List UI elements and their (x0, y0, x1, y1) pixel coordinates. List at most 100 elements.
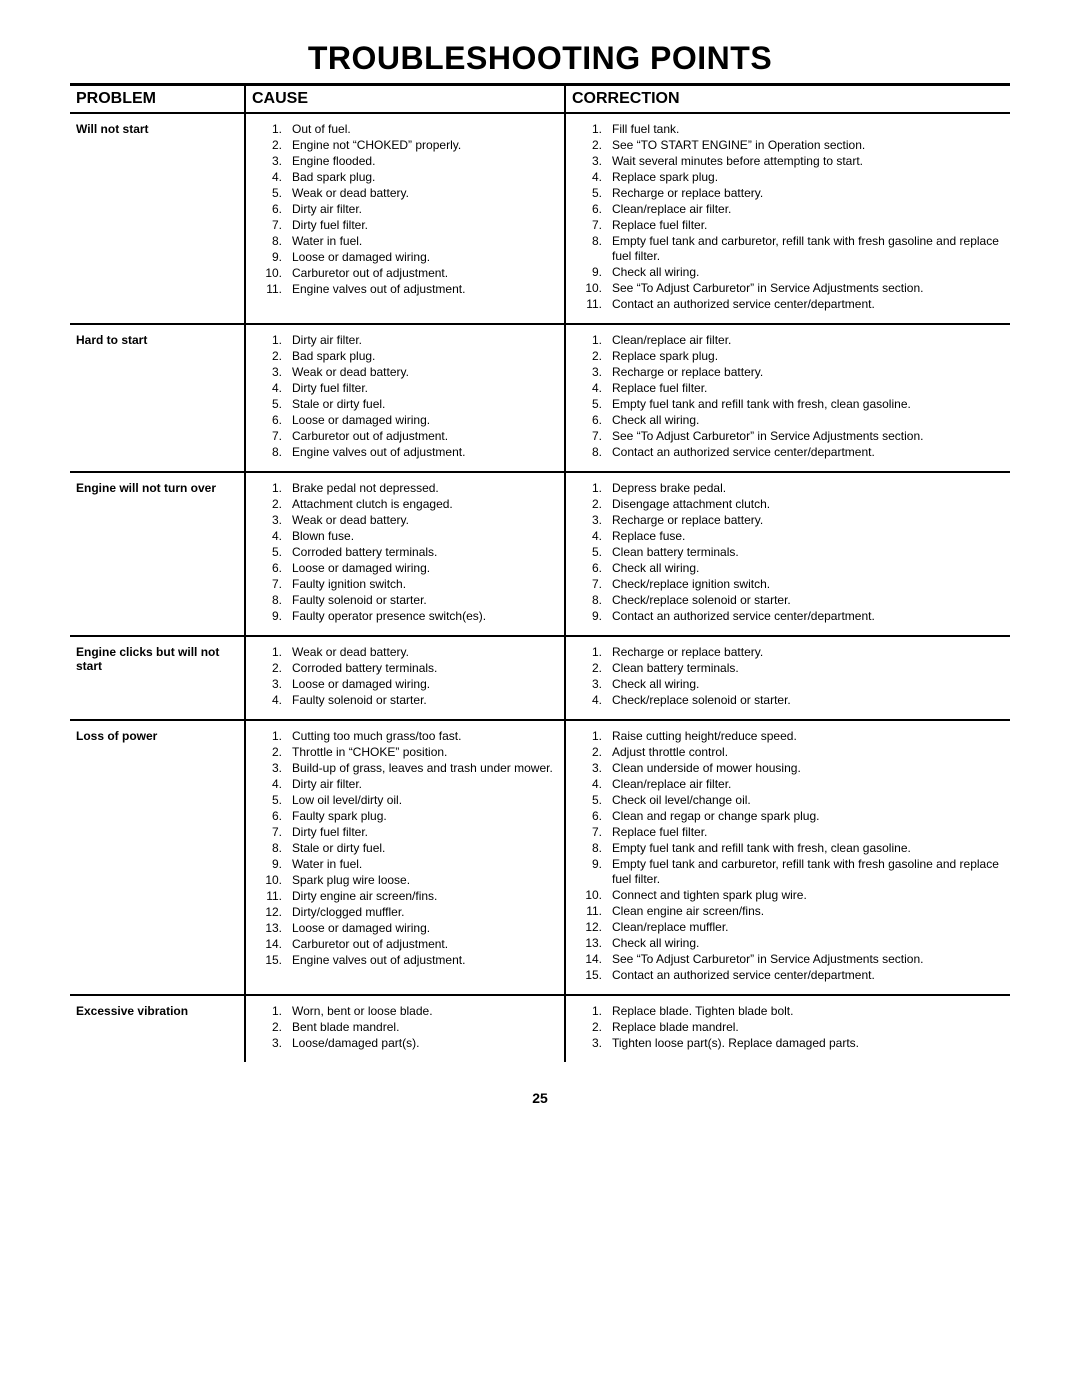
item-number: 6. (572, 202, 612, 217)
item-number: 3. (572, 513, 612, 528)
item-number: 3. (572, 677, 612, 692)
problem-cell: Engine clicks but will not start (70, 636, 245, 720)
item-text: Replace fuse. (612, 529, 1004, 544)
item-text: Replace fuel filter. (612, 381, 1004, 396)
item-text: Worn, bent or loose blade. (292, 1004, 558, 1019)
cause-cell: 1.Worn, bent or loose blade.2.Bent blade… (245, 995, 565, 1062)
item-text: Dirty fuel filter. (292, 825, 558, 840)
list-item: 5.Stale or dirty fuel. (252, 397, 558, 412)
item-number: 13. (572, 936, 612, 951)
item-number: 8. (572, 593, 612, 608)
correction-list: 1.Fill fuel tank.2.See “TO START ENGINE”… (572, 122, 1004, 312)
item-text: See “To Adjust Carburetor” in Service Ad… (612, 429, 1004, 444)
item-text: Weak or dead battery. (292, 365, 558, 380)
list-item: 2.Throttle in “CHOKE” position. (252, 745, 558, 760)
item-number: 1. (252, 1004, 292, 1019)
item-number: 4. (572, 381, 612, 396)
item-text: Loose or damaged wiring. (292, 921, 558, 936)
list-item: 7.Replace fuel filter. (572, 825, 1004, 840)
item-text: Faulty solenoid or starter. (292, 693, 558, 708)
list-item: 1.Brake pedal not depressed. (252, 481, 558, 496)
item-number: 7. (252, 825, 292, 840)
list-item: 8.Contact an authorized service center/d… (572, 445, 1004, 460)
item-text: Loose/damaged part(s). (292, 1036, 558, 1051)
item-number: 1. (572, 122, 612, 137)
list-item: 1.Replace blade. Tighten blade bolt. (572, 1004, 1004, 1019)
item-number: 2. (252, 349, 292, 364)
item-text: Spark plug wire loose. (292, 873, 558, 888)
list-item: 15.Contact an authorized service center/… (572, 968, 1004, 983)
list-item: 4.Replace fuse. (572, 529, 1004, 544)
table-row: Engine clicks but will not start1.Weak o… (70, 636, 1010, 720)
correction-cell: 1.Replace blade. Tighten blade bolt.2.Re… (565, 995, 1010, 1062)
problem-cell: Hard to start (70, 324, 245, 472)
list-item: 3.Weak or dead battery. (252, 513, 558, 528)
item-text: Empty fuel tank and carburetor, refill t… (612, 857, 1004, 887)
item-number: 5. (252, 397, 292, 412)
item-number: 2. (572, 1020, 612, 1035)
list-item: 1.Depress brake pedal. (572, 481, 1004, 496)
list-item: 2.Attachment clutch is engaged. (252, 497, 558, 512)
item-text: Water in fuel. (292, 857, 558, 872)
item-number: 1. (252, 481, 292, 496)
item-number: 7. (252, 577, 292, 592)
item-number: 3. (572, 1036, 612, 1051)
list-item: 6.Clean and regap or change spark plug. (572, 809, 1004, 824)
item-number: 9. (252, 857, 292, 872)
item-text: Faulty ignition switch. (292, 577, 558, 592)
item-number: 4. (572, 693, 612, 708)
list-item: 3.Loose/damaged part(s). (252, 1036, 558, 1051)
list-item: 1.Cutting too much grass/too fast. (252, 729, 558, 744)
item-text: Connect and tighten spark plug wire. (612, 888, 1004, 903)
list-item: 5.Recharge or replace battery. (572, 186, 1004, 201)
item-number: 4. (252, 777, 292, 792)
item-number: 3. (572, 154, 612, 169)
item-text: Attachment clutch is engaged. (292, 497, 558, 512)
list-item: 2.Clean battery terminals. (572, 661, 1004, 676)
item-number: 7. (572, 825, 612, 840)
item-text: Contact an authorized service center/dep… (612, 968, 1004, 983)
item-number: 8. (252, 593, 292, 608)
list-item: 1.Weak or dead battery. (252, 645, 558, 660)
list-item: 2.Engine not “CHOKED” properly. (252, 138, 558, 153)
item-number: 11. (572, 297, 612, 312)
list-item: 9.Faulty operator presence switch(es). (252, 609, 558, 624)
item-number: 8. (572, 445, 612, 460)
item-number: 2. (252, 1020, 292, 1035)
list-item: 4.Clean/replace air filter. (572, 777, 1004, 792)
item-text: Depress brake pedal. (612, 481, 1004, 496)
list-item: 2.Replace blade mandrel. (572, 1020, 1004, 1035)
item-text: Wait several minutes before attempting t… (612, 154, 1004, 169)
problem-cell: Excessive vibration (70, 995, 245, 1062)
item-text: Dirty fuel filter. (292, 218, 558, 233)
item-text: Clean battery terminals. (612, 661, 1004, 676)
list-item: 8.Stale or dirty fuel. (252, 841, 558, 856)
list-item: 7.Dirty fuel filter. (252, 825, 558, 840)
item-number: 3. (252, 677, 292, 692)
item-text: Clean/replace air filter. (612, 333, 1004, 348)
item-text: Corroded battery terminals. (292, 661, 558, 676)
correction-list: 1.Recharge or replace battery.2.Clean ba… (572, 645, 1004, 708)
list-item: 3.Tighten loose part(s). Replace damaged… (572, 1036, 1004, 1051)
item-text: Bad spark plug. (292, 170, 558, 185)
item-number: 1. (572, 645, 612, 660)
table-row: Hard to start1.Dirty air filter.2.Bad sp… (70, 324, 1010, 472)
item-number: 8. (572, 841, 612, 856)
list-item: 5.Clean battery terminals. (572, 545, 1004, 560)
list-item: 4.Check/replace solenoid or starter. (572, 693, 1004, 708)
cause-list: 1.Weak or dead battery.2.Corroded batter… (252, 645, 558, 708)
item-text: Build-up of grass, leaves and trash unde… (292, 761, 558, 776)
list-item: 12.Dirty/clogged muffler. (252, 905, 558, 920)
item-text: Bent blade mandrel. (292, 1020, 558, 1035)
item-number: 3. (252, 513, 292, 528)
item-number: 2. (252, 661, 292, 676)
list-item: 2.Replace spark plug. (572, 349, 1004, 364)
item-number: 10. (252, 873, 292, 888)
item-text: Check all wiring. (612, 265, 1004, 280)
item-number: 4. (572, 170, 612, 185)
item-number: 15. (572, 968, 612, 983)
item-text: Weak or dead battery. (292, 186, 558, 201)
item-number: 4. (252, 693, 292, 708)
list-item: 2.Bad spark plug. (252, 349, 558, 364)
correction-cell: 1.Fill fuel tank.2.See “TO START ENGINE”… (565, 113, 1010, 324)
